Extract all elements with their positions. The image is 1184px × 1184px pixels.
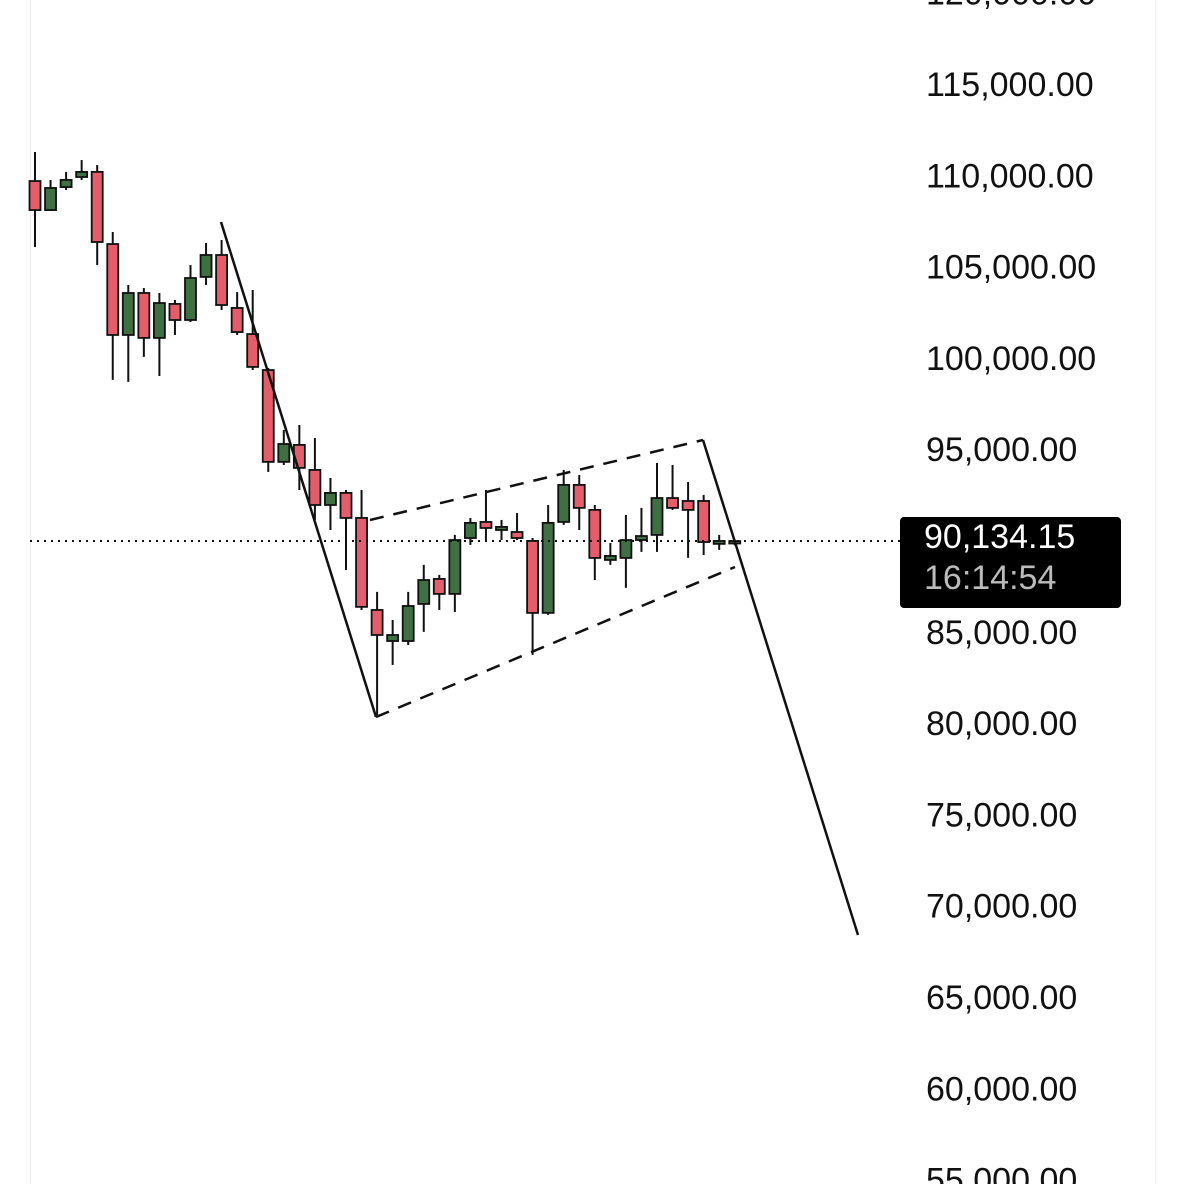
trend-line (219, 221, 378, 718)
candle-body (370, 609, 384, 636)
y-tick-label: 105,000.00 (926, 249, 1096, 287)
y-tick-label: 75,000.00 (926, 796, 1077, 834)
countdown-label: 16:14:54 (924, 559, 1056, 597)
y-tick-label: 115,000.00 (926, 66, 1094, 104)
candle-body (526, 540, 539, 614)
candle-body (479, 521, 493, 529)
candle-body (401, 605, 415, 642)
candle-body (355, 517, 368, 608)
projection-line (701, 439, 860, 936)
candles (28, 152, 742, 715)
channel-lower (375, 565, 736, 719)
candle-body (681, 500, 695, 511)
candle-body (168, 303, 182, 321)
candle-body (246, 333, 260, 368)
candle-body (277, 443, 291, 463)
candle-body (137, 292, 151, 339)
candle-body (572, 483, 586, 509)
candle-body (28, 180, 42, 211)
candle-body (432, 578, 446, 595)
candle-body (557, 483, 571, 523)
candle-body (448, 539, 462, 595)
candle-body (230, 307, 244, 333)
candle-body (75, 171, 89, 178)
candle-body (510, 531, 524, 539)
candle-body (650, 497, 664, 536)
price-label: 90,134.15 (924, 518, 1075, 556)
candle-body (59, 179, 73, 188)
y-tick-label: 80,000.00 (926, 705, 1077, 743)
candle-body (603, 555, 617, 561)
candle-body (106, 243, 120, 336)
candle-body (324, 492, 337, 506)
y-tick-label: 65,000.00 (926, 979, 1077, 1017)
candle-body (697, 500, 711, 543)
drawings (219, 221, 860, 936)
y-tick-label: 55,000.00 (926, 1162, 1077, 1184)
candle-body (712, 540, 726, 545)
candle-body (339, 492, 353, 519)
candle-body (199, 254, 213, 278)
candle-body (308, 469, 322, 506)
candle-body (417, 579, 431, 605)
candle-body (619, 539, 633, 559)
candle-body (152, 302, 166, 339)
y-tick-label: 85,000.00 (926, 614, 1077, 652)
y-tick-label: 60,000.00 (926, 1070, 1077, 1108)
y-tick-label: 110,000.00 (926, 157, 1094, 195)
candle-body (635, 535, 648, 541)
candle-body (495, 525, 508, 531)
candle-body (541, 521, 555, 614)
y-tick-label: 100,000.00 (926, 340, 1096, 378)
y-tick-label: 120,000.00 (926, 0, 1096, 13)
candle-body (184, 277, 197, 321)
candle-body (90, 171, 104, 243)
candle-body (215, 254, 229, 306)
candle-body (44, 187, 57, 211)
candle-body (386, 634, 400, 642)
candle-body (666, 497, 679, 509)
candle-body (588, 509, 602, 559)
candle-body (121, 292, 135, 336)
channel-upper (369, 438, 704, 522)
price-label-box (900, 517, 1121, 609)
y-tick-label: 70,000.00 (926, 888, 1077, 926)
y-tick-label: 95,000.00 (926, 431, 1077, 469)
candle-body (463, 521, 477, 539)
